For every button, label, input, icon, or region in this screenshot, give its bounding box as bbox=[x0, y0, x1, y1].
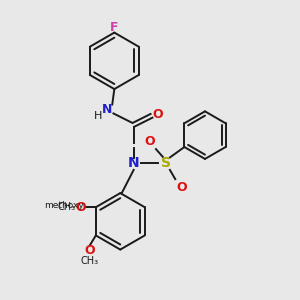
Text: N: N bbox=[102, 103, 112, 116]
Text: O: O bbox=[145, 135, 155, 148]
Text: S: S bbox=[161, 156, 171, 170]
Text: N: N bbox=[128, 156, 140, 170]
Text: H: H bbox=[94, 111, 102, 122]
Text: methoxy: methoxy bbox=[44, 201, 84, 210]
Text: O: O bbox=[152, 108, 163, 121]
Text: O: O bbox=[176, 181, 187, 194]
Text: CH₃: CH₃ bbox=[58, 202, 76, 212]
Text: F: F bbox=[110, 21, 118, 34]
Text: O: O bbox=[85, 244, 95, 257]
Text: O: O bbox=[76, 201, 86, 214]
Text: CH₃: CH₃ bbox=[81, 256, 99, 266]
